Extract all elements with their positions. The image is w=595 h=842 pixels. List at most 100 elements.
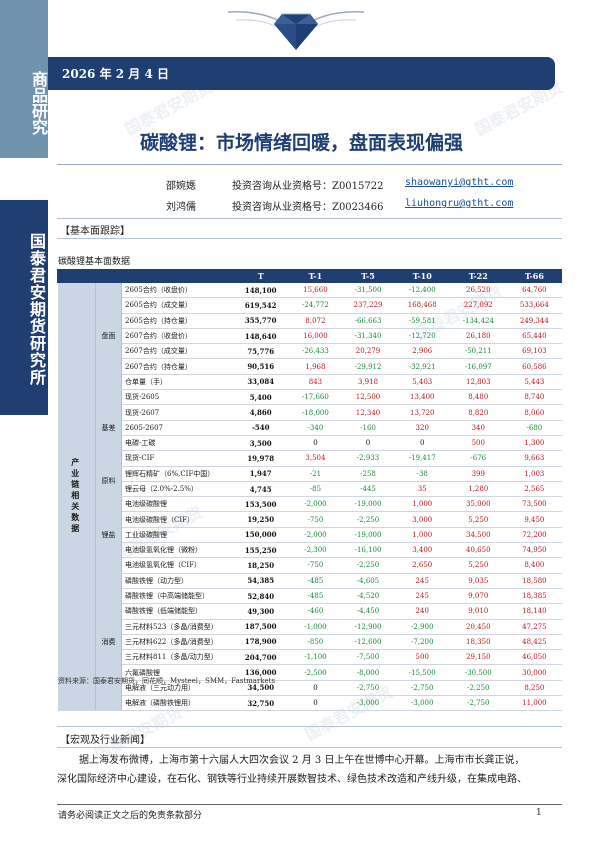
value-cell: 0 [289,695,341,712]
row-label: 三元材料622（多晶/消费型） [121,633,232,651]
section-divider [57,726,562,727]
value-cell: 9,010 [449,603,508,620]
value-cell: -12,900 [340,618,396,635]
value-cell: 34,500 [449,526,508,544]
value-cell: 150,000 [231,526,290,544]
value-cell: -16,100 [340,542,396,559]
row-label: 工业级碳酸锂 [121,526,232,544]
value-cell: 8,400 [507,557,562,574]
value-cell: 500 [449,434,508,452]
table-row: 2605合约（持仓量） 355,770 8,072 -66,663 -59,581 -13… [58,312,562,329]
value-cell: -2,500 [289,664,341,681]
value-cell: 90,516 [231,358,290,375]
value-cell: 48,425 [507,633,562,651]
value-cell: -31,340 [340,327,396,345]
row-label: 锂云母（2.0%-2.5%） [121,480,232,498]
value-cell: 155,250 [231,542,290,559]
value-cell: 500 [395,649,450,666]
row-label: 三元材料523（多晶/消费型） [121,618,232,635]
value-cell: 35 [395,480,450,498]
value-cell: -3,000 [340,695,396,712]
table-row: 2607合约（收盘价） 148,640 16,000 -31,340 -12,720 26… [58,327,562,345]
value-cell: -1,100 [289,649,341,666]
row-label: 电池级碳酸锂 [121,496,232,513]
analyst-cert: 投资咨询从业资格号：Z0023466 [232,202,384,213]
value-cell: -2,900 [395,618,450,635]
value-cell: 5,400 [231,389,290,406]
value-cell: 3,500 [231,434,290,452]
row-label: 电解液（磷酸铁锂用） [121,695,232,712]
value-cell: 40,650 [449,542,508,559]
value-cell: 2,650 [395,557,450,574]
value-cell: 1,003 [507,465,562,482]
table-row: 现货-CIF 19,978 3,504 -2,933 -19,417 -676 9,663 [58,450,562,467]
table-source: 资料来源：国泰君安期货，同花顺，Mysteel，SMM，Fastmarkets [58,677,276,685]
table-row: 三元材料523（多晶/消费型） 187,500 -1,000 -12,900 -2,90… [58,618,562,635]
value-cell: 0 [340,434,396,452]
value-cell: -2,250 [340,511,396,528]
row-label: 磷酸铁锂（低端储能型） [121,603,232,620]
value-cell: 2,565 [507,480,562,498]
value-cell: 227,092 [449,297,508,314]
value-cell: 204,700 [231,649,290,666]
value-cell: 74,950 [507,542,562,559]
analyst-email-link[interactable]: shaowanyi@gtht.com [405,177,514,188]
value-cell: 8,250 [507,679,562,697]
value-cell: 355,770 [231,312,290,329]
row-label: 现货-2607 [121,404,232,421]
table-row: 三元材料622（多晶/消费型） 178,900 -850 -12,600 -7,200 1… [58,633,562,651]
value-cell: 4,860 [231,404,290,421]
column-header: T-1 [289,269,342,283]
value-cell: 13,720 [395,404,450,421]
value-cell: 168,468 [395,297,450,314]
value-cell: -485 [289,572,341,589]
table-row: 电池级氢氧化锂（微粉） 155,250 -2,300 -16,100 3,400 40,6… [58,542,562,559]
value-cell: -19,000 [340,496,396,513]
value-cell: -2,300 [289,542,341,559]
value-cell: -850 [289,633,341,651]
table-row: 磷酸铁锂（中高端储能型） 52,840 -485 -4,520 245 9,070 18,3… [58,587,562,605]
value-cell: 46,050 [507,649,562,666]
company-logo [228,11,364,50]
table-row: 电池级碳酸锂（CIF） 19,250 -750 -2,250 3,000 5,250 9,4… [58,511,562,528]
value-cell: -59,581 [395,312,450,329]
row-label: 锂辉石精矿（6%,CIF中国） [121,465,232,482]
value-cell: -38 [395,465,450,482]
table-row: 工业级碳酸锂 150,000 -2,000 -19,000 1,000 34,500 72,… [58,526,562,544]
value-cell: -2,750 [395,679,450,697]
row-label: 2605合约（成交量） [121,297,232,314]
value-cell: 35,000 [449,496,508,513]
value-cell: 0 [395,434,450,452]
date-bar: 2026 年 2 月 4 日 [48,57,555,90]
value-cell: -460 [289,603,341,620]
value-cell: -12,720 [395,327,450,345]
analyst-email-link[interactable]: liuhongru@gtht.com [405,198,514,209]
value-cell: -160 [340,419,396,436]
value-cell: 26,520 [449,281,508,299]
footer-divider [57,804,562,805]
value-cell: 245 [395,587,450,605]
table-row: 2607合约（成交量） 75,776 -26,433 20,279 2,906 -50,2… [58,343,562,360]
value-cell: 153,500 [231,496,290,513]
value-cell: 843 [289,373,341,391]
value-cell: -66,663 [340,312,396,329]
value-cell: -2,750 [449,695,508,712]
value-cell: 19,978 [231,450,290,467]
value-cell: 2,906 [395,343,450,360]
section-heading: 【基本面跟踪】 [60,226,130,237]
page-number: 1 [536,808,542,818]
value-cell: 1,300 [507,434,562,452]
value-cell: 26,180 [449,327,508,345]
value-cell: -750 [289,557,341,574]
side-band-mid: 国泰君安期货研究所 [0,200,48,415]
value-cell: 9,450 [507,511,562,528]
value-cell: -85 [289,480,341,498]
value-cell: -30,500 [449,664,508,681]
value-cell: -12,600 [340,633,396,651]
value-cell: -19,417 [395,450,450,467]
analyst-name: 邵婉嫕 [166,181,196,192]
table-row: 磷酸铁锂（低端储能型） 49,300 -460 -4,450 240 9,010 18,14… [58,603,562,620]
value-cell: 1,000 [395,496,450,513]
table-row: 基差 现货-2605 5,400 -17,660 12,500 13,400 8,480 8,… [58,389,562,467]
value-cell: -3,000 [395,695,450,712]
